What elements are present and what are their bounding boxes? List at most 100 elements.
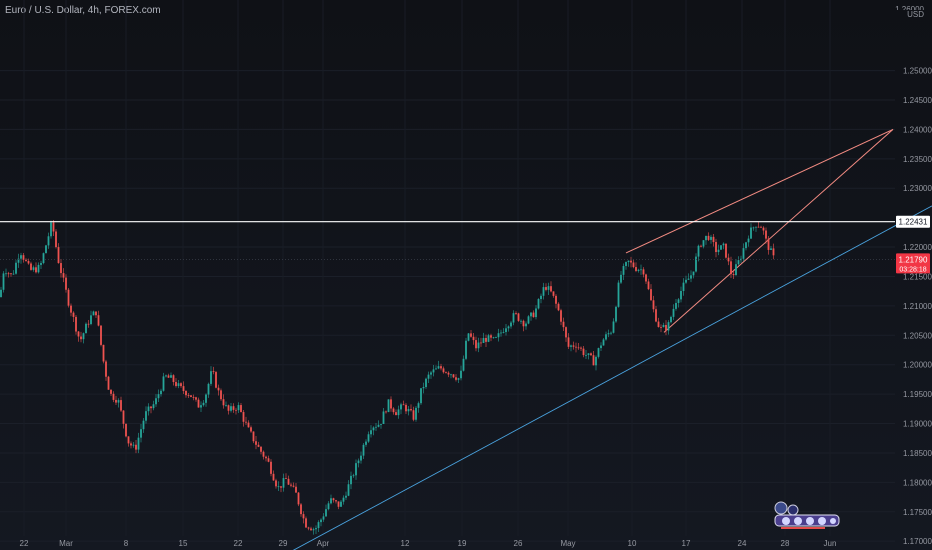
candle-body [690, 275, 692, 279]
candle-body [682, 282, 685, 291]
candle-body [715, 242, 717, 253]
candle-body [427, 374, 430, 379]
candle-body [757, 226, 760, 228]
candle-body [340, 501, 342, 507]
candle-body [462, 358, 465, 371]
candle-body [385, 411, 387, 413]
candle-body [710, 236, 712, 240]
y-tick-label: 1.23500 [903, 155, 932, 164]
candle-body [170, 375, 172, 378]
candle-body [302, 514, 305, 519]
candle-body [650, 289, 652, 301]
candle-body [717, 249, 720, 253]
x-tick-label: Mar [59, 539, 73, 548]
candle-body [647, 281, 650, 290]
candle-body [352, 475, 355, 477]
candle-body [132, 444, 135, 446]
candle-body [35, 267, 37, 273]
y-tick-label: 1.21500 [903, 272, 932, 281]
candle-body [760, 226, 762, 228]
candle-body [700, 245, 702, 247]
candle-body [322, 516, 325, 520]
candle-body [752, 227, 755, 229]
candle-body [87, 323, 90, 325]
candle-body [217, 387, 220, 391]
candle-body [205, 394, 207, 403]
candle-body [607, 333, 610, 335]
candle-body [247, 422, 250, 428]
candle-body [420, 388, 422, 404]
candle-body [622, 266, 625, 275]
candle-body [297, 492, 300, 505]
x-tick-label: 8 [124, 539, 129, 548]
candle-body [750, 227, 752, 239]
candle-body [222, 399, 225, 406]
candle-body [745, 242, 747, 249]
candle-body [155, 398, 157, 405]
candle-body [60, 263, 62, 274]
candle-body [375, 426, 377, 428]
candles [0, 220, 775, 535]
candle-body [602, 339, 605, 346]
candle-body [65, 277, 67, 290]
x-tick-label: 29 [279, 539, 288, 548]
candle-body [0, 289, 2, 298]
y-tick-label: 1.20000 [903, 361, 932, 370]
bar-countdown-label: 03:28:18 [899, 266, 926, 273]
candle-body [285, 478, 287, 479]
candle-body [312, 529, 315, 531]
candle-body [402, 404, 405, 406]
currency-partial-tick: 1.26000 [895, 5, 924, 10]
candle-body [77, 331, 80, 337]
drawing-overlays [292, 128, 932, 550]
candle-body [32, 267, 35, 270]
y-tick-label: 1.19000 [903, 420, 932, 429]
candle-body [685, 279, 687, 283]
candle-body [770, 248, 772, 250]
candle-body [125, 423, 127, 437]
candle-body [660, 326, 662, 328]
candle-body [272, 473, 275, 481]
candle-body [367, 434, 370, 442]
candle-body [737, 260, 740, 265]
candle-body [142, 420, 145, 430]
candle-body [127, 436, 130, 444]
candle-body [550, 286, 552, 292]
candle-body [290, 484, 292, 486]
y-tick-label: 1.25000 [903, 67, 932, 76]
x-tick-label: 22 [20, 539, 29, 548]
candle-body [207, 383, 210, 395]
candle-body [500, 332, 502, 334]
candle-body [735, 264, 737, 276]
candle-body [120, 400, 122, 411]
candle-body [370, 430, 372, 435]
candle-body [320, 519, 322, 523]
candle-body [570, 345, 572, 347]
candle-body [705, 235, 707, 241]
candle-body [432, 369, 435, 373]
candle-body [45, 245, 47, 254]
x-tick-label: 28 [781, 539, 790, 548]
candle-body [472, 336, 475, 341]
candle-body [187, 395, 190, 396]
wedge-upper-line [625, 128, 894, 254]
candle-body [200, 405, 202, 408]
y-axis: 1.25000 1.24500 1.24000 1.23500 1.23000 1.220… [903, 67, 932, 547]
candle-body [747, 238, 750, 243]
candle-body [530, 312, 532, 317]
candle-body [22, 255, 25, 260]
candle-body [585, 354, 587, 356]
candle-body [197, 399, 200, 408]
candle-body [720, 245, 722, 250]
x-tick-label: 10 [628, 539, 637, 548]
grid [0, 0, 895, 541]
candle-body [610, 332, 612, 334]
candle-body [250, 427, 252, 432]
candle-body [317, 522, 320, 529]
candle-body [10, 273, 12, 275]
candle-body [325, 509, 327, 517]
candle-body [270, 461, 272, 474]
candle-body [135, 444, 137, 450]
candle-body [7, 273, 10, 275]
